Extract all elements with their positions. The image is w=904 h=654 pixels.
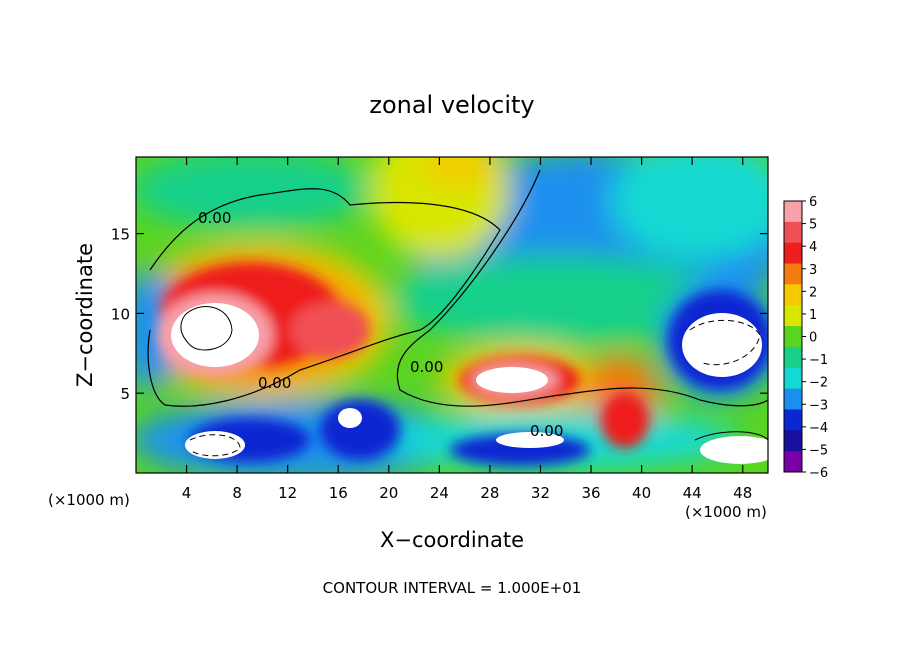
colorbar-label: −3 [809, 398, 828, 413]
colorbar-label: −6 [809, 466, 828, 481]
colorbar-label: 6 [809, 195, 817, 210]
colorbar-label: 1 [809, 308, 817, 323]
contour-label: 0.00 [258, 374, 291, 392]
contour-label: 0.00 [198, 209, 231, 227]
colorbar-label: 0 [809, 331, 817, 346]
colorbar-swatch [784, 451, 802, 473]
x-axis-label: X−coordinate [380, 528, 524, 552]
x-tick-label: 8 [232, 484, 242, 502]
colorbar-label: −1 [809, 353, 828, 368]
y-tick-label: 15 [111, 226, 130, 244]
heatmap-field [136, 157, 768, 473]
colorbar-label: 5 [809, 218, 817, 233]
colorbar-swatch [784, 221, 802, 244]
x-unit-right: (×1000 m) [685, 503, 767, 521]
y-axis-ticks: 5 10 15 [111, 226, 768, 403]
chart-title: zonal velocity [369, 91, 534, 119]
colorbar: 6 5 4 3 2 1 0 −1 −2 −3 −4 −5 −6 [783, 195, 828, 481]
x-tick-label: 28 [480, 484, 499, 502]
x-axis-ticks: 4 8 12 16 20 24 28 32 36 40 44 48 [182, 157, 752, 502]
x-tick-label: 48 [733, 484, 752, 502]
plot-frame [135, 156, 769, 474]
contour-label: 0.00 [410, 358, 443, 376]
colorbar-swatch [784, 388, 802, 410]
colorbar-swatch [784, 305, 802, 327]
colorbar-swatch [784, 201, 802, 223]
colorbar-label: 3 [809, 263, 817, 278]
colorbar-swatch [784, 242, 802, 265]
colorbar-swatch [784, 284, 802, 306]
y-tick-label: 5 [120, 385, 130, 403]
x-tick-label: 40 [632, 484, 651, 502]
y-axis-label: Z−coordinate [73, 243, 97, 387]
x-tick-label: 36 [581, 484, 600, 502]
colorbar-swatch [784, 263, 802, 285]
x-tick-label: 4 [182, 484, 192, 502]
colorbar-label: 4 [809, 240, 817, 255]
colorbar-label: −2 [809, 376, 828, 391]
contour-interval-note: CONTOUR INTERVAL = 1.000E+01 [323, 579, 582, 597]
colorbar-swatch [784, 326, 802, 348]
colorbar-swatch [784, 346, 802, 369]
x-tick-label: 16 [329, 484, 348, 502]
zero-contour [147, 169, 768, 457]
colorbar-label: −4 [809, 421, 828, 436]
x-unit-left: (×1000 m) [48, 491, 130, 509]
contour-label: 0.00 [530, 422, 563, 440]
colorbar-label: 2 [809, 285, 817, 300]
x-tick-label: 24 [430, 484, 449, 502]
colorbar-swatch [784, 367, 802, 390]
colorbar-label: −5 [809, 443, 828, 458]
x-tick-label: 44 [683, 484, 702, 502]
y-tick-label: 10 [111, 305, 130, 323]
x-tick-label: 32 [531, 484, 550, 502]
x-tick-label: 20 [379, 484, 398, 502]
colorbar-swatch [784, 409, 802, 431]
colorbar-swatch [784, 430, 802, 452]
x-tick-label: 12 [278, 484, 297, 502]
